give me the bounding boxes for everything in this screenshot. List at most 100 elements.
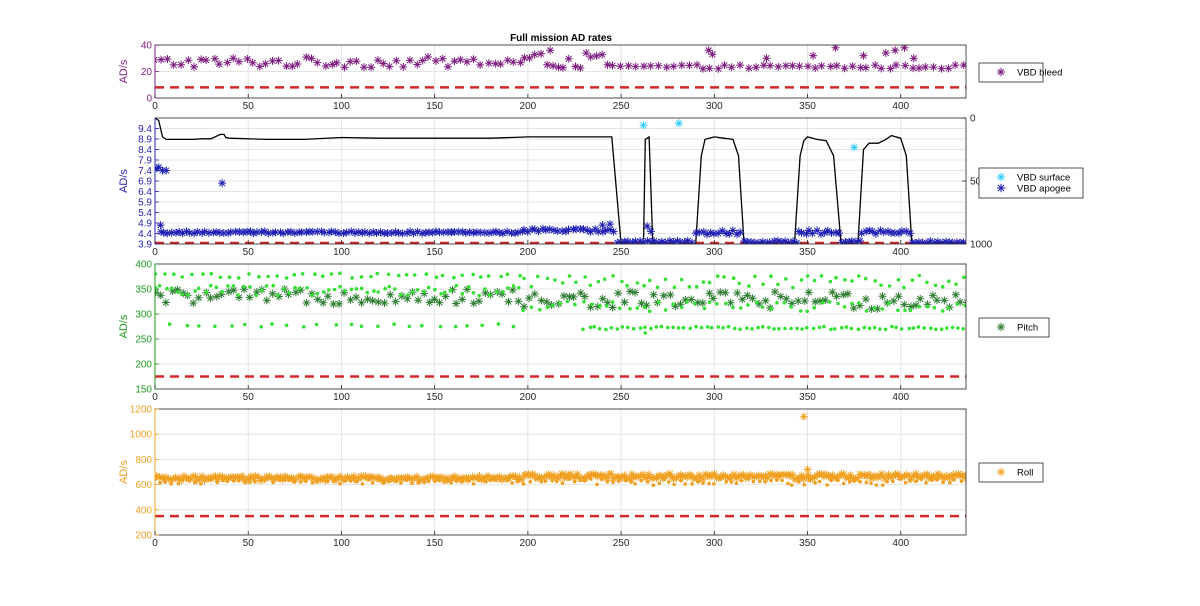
data-point bbox=[361, 228, 369, 237]
data-point bbox=[236, 293, 240, 297]
data-point bbox=[266, 274, 271, 279]
y-tick-label: 8.4 bbox=[138, 145, 152, 156]
data-point bbox=[873, 304, 882, 313]
data-point bbox=[369, 274, 373, 279]
data-point bbox=[310, 481, 315, 485]
data-point bbox=[787, 299, 796, 308]
data-point bbox=[858, 480, 862, 484]
data-point bbox=[701, 280, 706, 284]
data-point bbox=[487, 293, 492, 297]
data-point bbox=[486, 274, 491, 278]
data-point bbox=[246, 227, 255, 236]
data-point bbox=[521, 482, 526, 486]
data-point bbox=[438, 54, 447, 63]
data-point bbox=[656, 300, 661, 304]
data-point bbox=[368, 296, 377, 305]
data-point bbox=[743, 472, 752, 481]
data-point bbox=[343, 289, 347, 293]
data-point bbox=[546, 46, 555, 55]
data-point bbox=[731, 305, 735, 310]
data-point bbox=[290, 229, 299, 238]
y-tick-label: 600 bbox=[135, 480, 152, 491]
x-tick-label: 50 bbox=[243, 247, 255, 258]
data-point bbox=[872, 306, 877, 310]
data-point bbox=[413, 60, 422, 69]
x-tick-label: 400 bbox=[892, 247, 909, 258]
data-point bbox=[218, 179, 227, 188]
data-point bbox=[649, 473, 658, 482]
data-point bbox=[782, 301, 787, 305]
data-point bbox=[573, 302, 577, 307]
data-point bbox=[413, 227, 422, 236]
data-point bbox=[498, 290, 507, 299]
data-point bbox=[305, 472, 314, 481]
data-point bbox=[452, 299, 461, 308]
data-point bbox=[381, 476, 390, 484]
data-point bbox=[607, 470, 616, 478]
data-point bbox=[539, 479, 544, 484]
data-point bbox=[611, 274, 615, 278]
data-point bbox=[666, 290, 675, 299]
data-point bbox=[586, 53, 595, 61]
data-point bbox=[605, 304, 609, 308]
data-point bbox=[956, 298, 965, 306]
data-point bbox=[350, 228, 359, 237]
data-point bbox=[554, 63, 563, 72]
data-point bbox=[342, 228, 351, 237]
data-point bbox=[338, 482, 342, 486]
y-tick-label: 800 bbox=[135, 455, 152, 466]
y-tick-label: 8.9 bbox=[138, 135, 152, 146]
data-point bbox=[403, 294, 412, 303]
data-point bbox=[505, 286, 510, 290]
data-point bbox=[573, 470, 582, 479]
data-point bbox=[916, 325, 921, 329]
data-point bbox=[315, 480, 319, 484]
x-tick-label: 200 bbox=[520, 101, 537, 112]
data-point bbox=[369, 228, 378, 237]
data-point bbox=[754, 300, 759, 305]
data-point bbox=[320, 477, 324, 482]
data-point bbox=[926, 237, 935, 244]
data-point bbox=[928, 291, 937, 300]
data-point bbox=[349, 472, 358, 481]
data-point bbox=[380, 299, 389, 307]
data-point bbox=[360, 482, 365, 486]
data-point bbox=[434, 275, 439, 280]
data-point bbox=[820, 300, 825, 305]
data-point bbox=[365, 290, 370, 295]
data-point bbox=[545, 276, 550, 281]
legend: Roll bbox=[978, 462, 1044, 483]
data-point bbox=[651, 483, 656, 488]
panel-pitch: 0 50 100 150 200 250 300 350 400 150 200 250 300 350 4… bbox=[118, 260, 1050, 403]
data-point bbox=[719, 471, 728, 480]
data-point bbox=[469, 55, 478, 64]
data-point bbox=[469, 299, 478, 308]
x-tick-label: 50 bbox=[243, 538, 255, 549]
data-point bbox=[892, 61, 900, 69]
data-point bbox=[409, 229, 418, 238]
data-point bbox=[887, 284, 892, 288]
data-point bbox=[788, 470, 797, 479]
data-point bbox=[907, 326, 912, 331]
data-point bbox=[812, 305, 816, 310]
data-point bbox=[567, 274, 572, 278]
series-aux-1 bbox=[155, 477, 966, 488]
data-point bbox=[963, 303, 966, 308]
data-point bbox=[922, 326, 926, 330]
data-point bbox=[345, 474, 354, 483]
data-point bbox=[257, 274, 261, 279]
data-point bbox=[813, 226, 822, 235]
data-point bbox=[761, 282, 765, 287]
data-point bbox=[923, 300, 932, 309]
data-point bbox=[733, 326, 737, 331]
data-point bbox=[891, 46, 900, 55]
data-point bbox=[373, 56, 382, 65]
data-point bbox=[900, 45, 909, 52]
data-point bbox=[844, 474, 853, 483]
data-point bbox=[415, 288, 420, 292]
data-point bbox=[352, 293, 361, 302]
data-point bbox=[313, 295, 322, 304]
data-point bbox=[592, 324, 596, 329]
data-point bbox=[198, 472, 207, 481]
data-point bbox=[763, 474, 772, 482]
